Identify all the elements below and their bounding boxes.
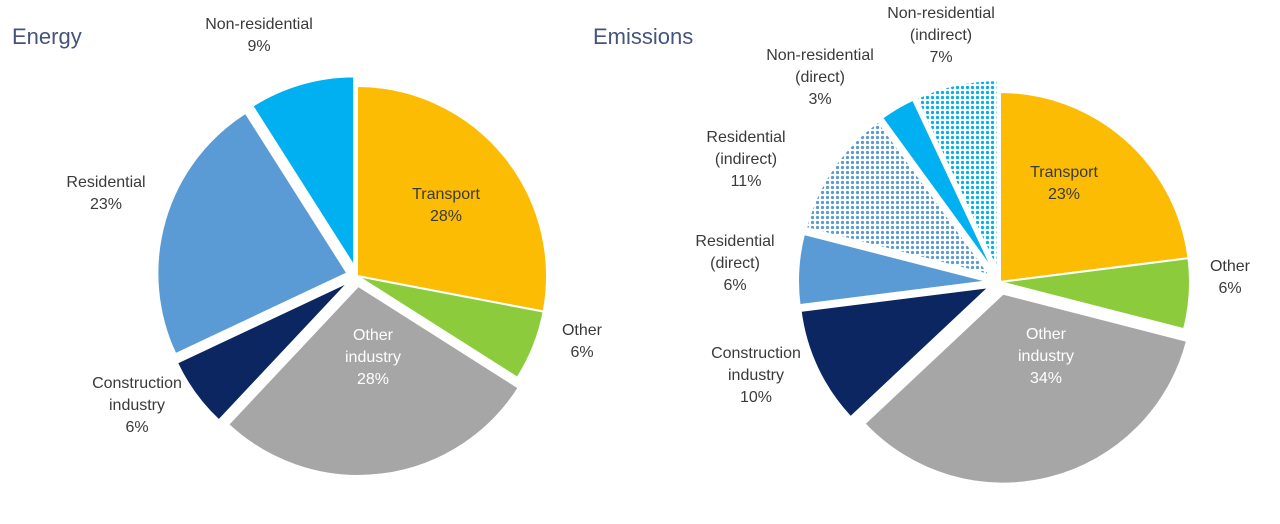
emissions-label-residential-direct: Residential (direct) 6%	[695, 233, 774, 294]
emissions-slice-transport	[999, 90, 1190, 284]
emissions-chart-title: Emissions	[593, 24, 693, 49]
energy-label-residential: Residential 23%	[66, 174, 145, 213]
emissions-label-transport: Transport 23%	[1030, 164, 1098, 203]
emissions-pie-chart: Transport 23% Other 6% Other industry 34% Const…	[695, 5, 1251, 485]
energy-slice-non-residential	[251, 75, 356, 270]
energy-slice-construction-industry	[175, 280, 350, 422]
emissions-label-other: Other 6%	[1210, 258, 1251, 297]
emissions-label-non-residential-direct: Non-residential (direct) 3%	[766, 47, 874, 108]
emissions-slice-non-residential-direct	[880, 98, 995, 273]
energy-label-non-residential: Non-residential 9%	[205, 16, 313, 55]
emissions-slice-other-industry	[863, 292, 1189, 485]
energy-slice-transport	[356, 84, 548, 313]
emissions-slice-construction-industry	[799, 285, 993, 419]
energy-label-other-industry: Other industry 28%	[345, 327, 401, 388]
energy-label-transport: Transport 28%	[412, 186, 480, 225]
emissions-label-other-industry: Other industry 34%	[1018, 326, 1074, 387]
energy-slice-other	[356, 275, 545, 380]
emissions-slice-other	[999, 257, 1191, 331]
energy-pie-chart: Transport 28% Other 6% Other industry 28% Const…	[66, 16, 603, 477]
emissions-slice-residential-indirect	[804, 120, 993, 277]
emissions-label-residential-indirect: Residential (indirect) 11%	[706, 129, 785, 190]
emissions-slice-residential-direct	[797, 232, 989, 307]
energy-label-other: Other 6%	[562, 322, 603, 361]
energy-label-construction-industry: Construction industry 6%	[92, 375, 182, 436]
emissions-label-construction-industry: Construction industry 10%	[711, 345, 801, 406]
emissions-slice-non-residential-indirect	[915, 79, 999, 271]
energy-slice-residential	[156, 111, 349, 356]
energy-chart-title: Energy	[12, 24, 82, 49]
emissions-label-non-residential-indirect: Non-residential (indirect) 7%	[887, 5, 995, 66]
energy-slice-other-industry	[226, 284, 521, 477]
